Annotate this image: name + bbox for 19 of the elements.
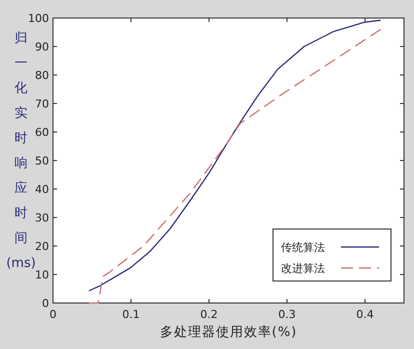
x-tick-label: 0.1 xyxy=(122,308,140,321)
legend-label: 改进算法 xyxy=(281,262,325,275)
x-tick-label: 0.2 xyxy=(200,308,218,321)
y-tick-label: 30 xyxy=(35,212,49,224)
y-tick-label: 40 xyxy=(35,183,49,196)
y-tick-label: 80 xyxy=(35,69,49,82)
y-tick-label: 90 xyxy=(35,40,49,54)
legend-label: 传统算法 xyxy=(281,241,325,254)
y-tick-label: 60 xyxy=(35,126,49,139)
x-axis-title: 多处理器使用效率(%) xyxy=(160,324,298,340)
y-tick-label: 10 xyxy=(35,268,49,282)
y-tick-label: 70 xyxy=(35,98,49,110)
x-tick-label: 0.3 xyxy=(278,308,296,321)
text: 归一化实时响应时间(ms) xyxy=(6,31,36,271)
y-tick-label: 0 xyxy=(42,297,49,310)
y-tick-label: 20 xyxy=(35,240,49,253)
y-tick-label: 50 xyxy=(35,154,49,168)
y-tick-label: 100 xyxy=(28,12,49,25)
x-tick-label: 0.4 xyxy=(356,308,374,321)
